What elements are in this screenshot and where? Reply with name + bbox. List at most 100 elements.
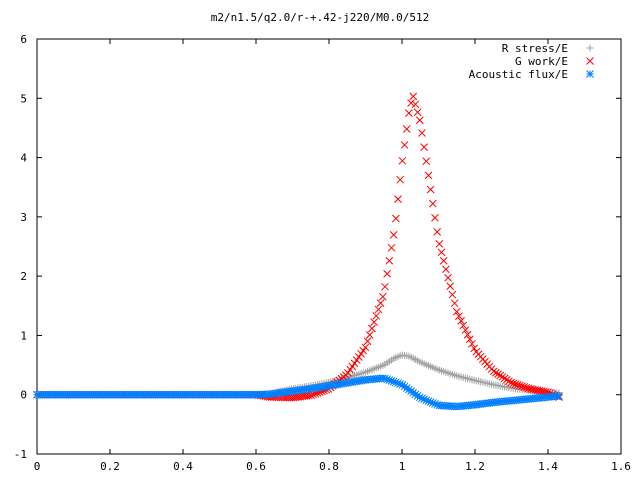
data-point [413,108,422,117]
data-point [418,129,426,137]
data-point [513,380,522,389]
data-point [372,311,381,320]
data-point [515,381,524,390]
series-2 [33,374,563,411]
data-point [381,282,389,291]
data-point [365,331,374,339]
y-tick-label: 3 [20,211,27,224]
data-point [426,185,435,194]
x-tick-label: 1 [399,460,406,473]
data-point [522,383,531,392]
x-tick-label: 1.4 [538,460,558,473]
data-point [361,343,370,352]
y-tick-label: 1 [20,329,27,342]
data-point [402,125,411,133]
x-tick-label: 1.2 [465,460,485,473]
y-tick-label: 0 [20,389,27,402]
data-point [420,143,428,151]
data-point [405,109,413,117]
data-point [446,282,455,291]
legend-label: R stress/E [502,42,568,55]
data-point [494,370,502,378]
data-point [435,239,444,248]
legend-marker [586,44,594,52]
y-tick-label: 6 [20,33,27,46]
data-point [492,368,500,377]
legend-marker [586,70,594,78]
data-point [470,344,478,353]
data-point [428,199,437,208]
data-point [385,256,394,265]
series-1 [33,92,563,402]
data-point [505,377,513,386]
y-tick-label: 5 [20,92,27,105]
data-point [422,157,431,166]
data-point [455,312,463,321]
data-point [452,307,461,316]
legend-marker [586,57,594,65]
data-point [431,213,439,222]
data-point [433,228,442,236]
data-point [459,321,468,330]
data-point [463,330,472,339]
data-point [555,392,563,400]
x-tick-label: 0.8 [319,460,339,473]
data-point [498,373,507,381]
data-point [439,256,448,265]
data-point [391,214,400,223]
data-point [461,326,470,334]
data-point [400,141,409,149]
data-point [502,375,511,384]
data-point [409,92,418,101]
data-point [396,175,405,184]
x-tick-label: 1.6 [611,460,631,473]
data-point [398,156,407,165]
data-point [507,378,515,387]
data-point [370,318,378,327]
data-point [376,299,385,307]
data-point [363,337,372,346]
data-point [407,99,415,107]
x-tick-label: 0.6 [246,460,266,473]
series-layer [33,92,563,411]
data-point [511,380,520,388]
legend-label: Acoustic flux/E [469,68,568,81]
data-point [489,367,498,376]
data-point [465,335,474,344]
y-tick-label: -1 [14,448,27,461]
data-point [518,382,526,391]
data-point [411,100,420,109]
data-point [457,317,465,325]
chart-title: m2/n1.5/q2.0/r-+.42-j220/M0.0/512 [211,11,430,24]
data-point [468,339,476,348]
data-point [509,379,518,388]
data-point [368,324,376,333]
data-point [500,374,509,383]
y-tick-label: 2 [20,270,27,283]
data-point [437,248,446,257]
x-tick-label: 0 [34,460,41,473]
data-point [387,243,396,252]
data-point [442,265,450,274]
data-point [389,231,398,239]
x-tick-label: 0.4 [173,460,193,473]
data-point [520,383,529,391]
y-tick-label: 4 [20,152,27,165]
data-point [444,273,452,282]
data-point [304,391,313,400]
axis-ticks: 0 0.2 0.4 0.6 0.8 1 1.2 1.4 1.6 -1 0 1 2 3 4 5 6 [14,33,631,473]
data-point [448,290,457,299]
data-point [424,171,433,180]
data-point [307,391,315,400]
x-tick-label: 0.2 [100,460,120,473]
data-point [415,116,424,125]
data-point [450,299,459,308]
data-point [496,371,505,380]
data-point [383,269,391,278]
data-point [394,195,402,203]
data-point [378,292,387,301]
legend-label: G work/E [515,55,568,68]
data-point [374,305,383,314]
